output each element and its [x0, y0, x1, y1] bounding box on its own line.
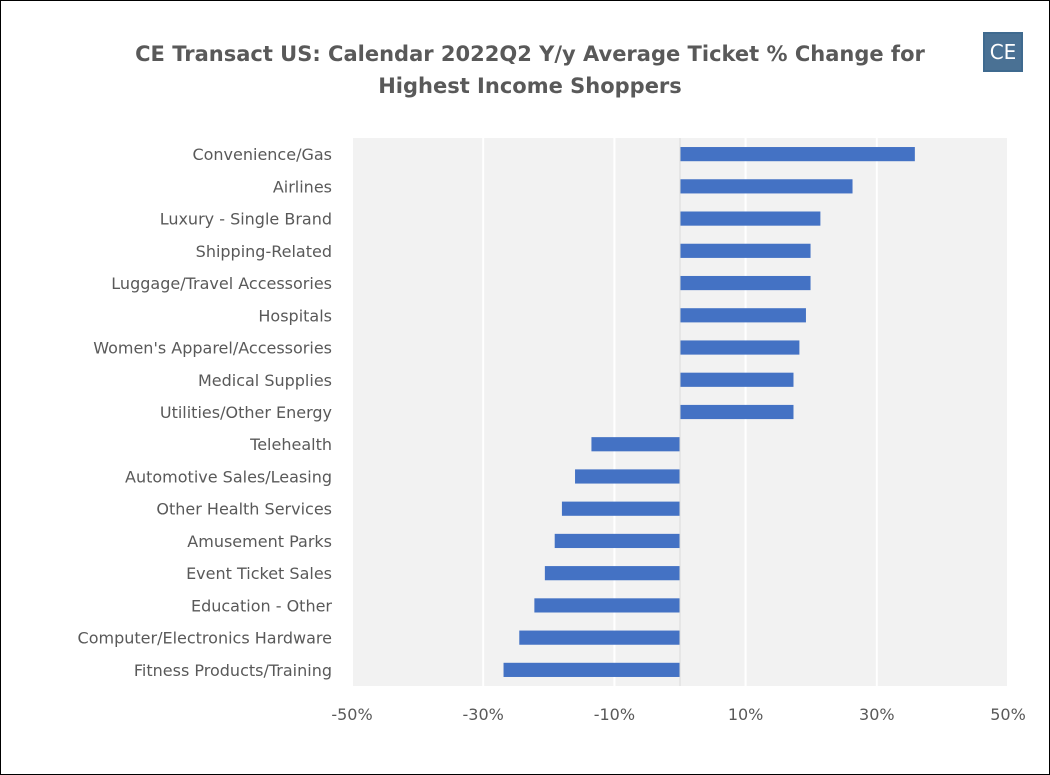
- category-label: Telehealth: [249, 435, 332, 454]
- bar: [554, 533, 680, 549]
- category-label: Medical Supplies: [198, 371, 332, 390]
- bars: [503, 147, 915, 677]
- ce-logo: CE: [983, 32, 1023, 72]
- category-label: Fitness Products/Training: [134, 661, 332, 680]
- category-label: Automotive Sales/Leasing: [125, 467, 332, 486]
- category-label: Hospitals: [258, 306, 332, 325]
- category-label: Computer/Electronics Hardware: [78, 629, 332, 648]
- category-label: Event Ticket Sales: [186, 564, 332, 583]
- bar: [544, 566, 680, 581]
- category-label: Education - Other: [191, 596, 332, 615]
- category-label: Other Health Services: [156, 500, 332, 519]
- x-tick-label: -50%: [331, 705, 372, 724]
- x-tick-label: 50%: [990, 705, 1026, 724]
- x-tick-label: 10%: [728, 705, 764, 724]
- bar: [680, 275, 811, 291]
- bar: [680, 340, 800, 355]
- bar: [680, 211, 821, 226]
- x-tick-label: -30%: [463, 705, 504, 724]
- bar: [680, 243, 811, 258]
- category-label: Convenience/Gas: [192, 145, 332, 164]
- category-label: Airlines: [273, 177, 332, 196]
- category-label: Luxury - Single Brand: [160, 210, 332, 229]
- x-tick-label: 30%: [859, 705, 895, 724]
- bar: [680, 147, 915, 162]
- bar: [575, 469, 680, 484]
- bar: [519, 630, 680, 645]
- x-tick-label: -10%: [594, 705, 635, 724]
- bar: [680, 179, 853, 194]
- category-label: Women's Apparel/Accessories: [93, 339, 332, 358]
- chart-title: CE Transact US: Calendar 2022Q2 Y/y Aver…: [135, 42, 925, 98]
- bar: [561, 501, 680, 516]
- bar: [591, 437, 680, 452]
- bar: [680, 308, 806, 323]
- category-label: Utilities/Other Energy: [160, 403, 332, 422]
- bar: [534, 598, 680, 613]
- bar: [503, 662, 680, 677]
- category-label: Luggage/Travel Accessories: [111, 274, 332, 293]
- category-labels: Convenience/Gas Airlines Luxury - Single B…: [78, 145, 333, 680]
- category-label: Shipping-Related: [196, 242, 332, 261]
- x-tick-labels: -50% -30% -10% 10% 30% 50%: [331, 705, 1025, 724]
- bar: [680, 372, 794, 387]
- bar: [680, 404, 794, 420]
- category-label: Amusement Parks: [187, 532, 332, 551]
